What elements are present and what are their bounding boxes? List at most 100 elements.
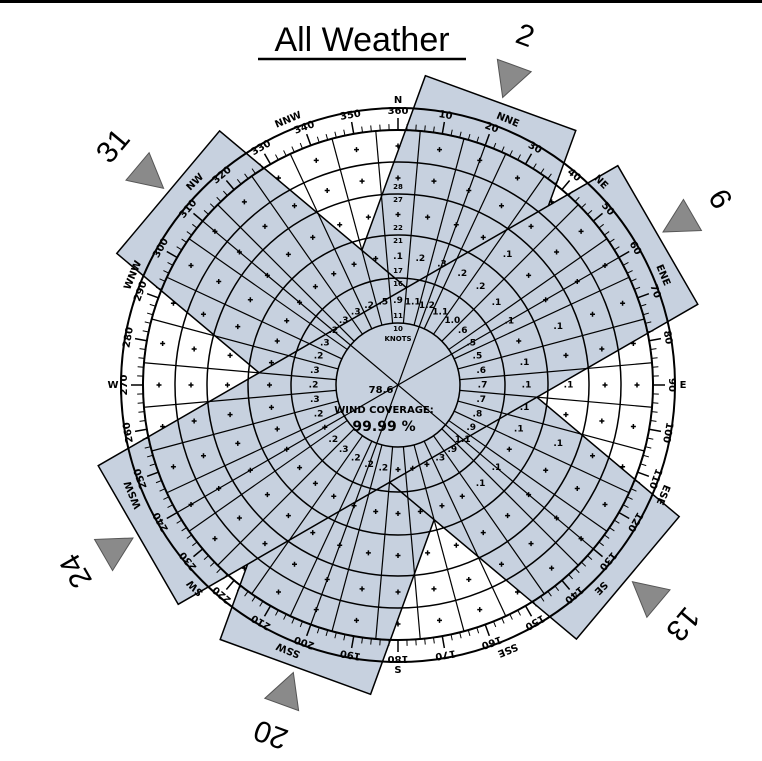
sector-plus-mark	[313, 607, 319, 613]
compass-tick	[203, 209, 209, 215]
sector-plus-mark	[578, 228, 584, 234]
sector-value: .2	[351, 454, 361, 464]
compass-tick	[613, 246, 620, 251]
compass-tick	[325, 133, 329, 141]
sector-plus-mark	[373, 509, 379, 515]
compass-tick	[640, 303, 647, 307]
degree-label: 350	[339, 108, 362, 122]
sector-plus-mark	[425, 550, 431, 556]
compass-tick	[299, 142, 303, 149]
compass-tick	[275, 154, 279, 161]
compass-tick	[561, 179, 571, 191]
sector-divider	[402, 446, 421, 640]
sector-plus-mark	[156, 382, 162, 388]
runway-end-label: 20	[250, 713, 293, 755]
compass-tick	[547, 591, 552, 597]
speed-ring	[142, 129, 654, 641]
compass-tick	[630, 488, 637, 492]
sector-value: .2	[328, 326, 338, 336]
sector-plus-mark	[602, 263, 608, 268]
compass-tick	[622, 262, 629, 266]
speed-ring	[247, 234, 549, 536]
compass-tick	[144, 321, 151, 324]
compass-tick	[432, 637, 435, 644]
compass-tick	[634, 286, 641, 290]
ring-speed-label: 10	[393, 325, 403, 333]
sector-plus-mark	[424, 461, 430, 467]
compass-tick	[225, 179, 235, 191]
sector-plus-mark	[276, 175, 281, 181]
compass-tick	[166, 250, 178, 259]
sector-plus-mark	[630, 340, 636, 346]
compass-tick	[149, 463, 156, 467]
sector-plus-mark	[285, 251, 291, 257]
sector-plus-mark	[431, 178, 437, 184]
sector-divider	[423, 440, 507, 617]
sector-plus-mark	[554, 515, 560, 521]
sector-plus-mark	[297, 465, 303, 471]
sector-plus-mark	[417, 509, 423, 515]
sector-plus-mark	[351, 261, 357, 267]
sector-plus-mark	[477, 607, 483, 613]
sector-plus-mark	[337, 542, 343, 548]
sector-plus-mark	[322, 424, 328, 430]
compass-tick	[146, 471, 159, 478]
compass-tick	[484, 624, 491, 637]
sector-plus-mark	[480, 234, 486, 240]
compass-tick	[509, 150, 513, 157]
compass-tick	[524, 605, 533, 617]
sector-divider	[143, 389, 337, 408]
compass-tick	[509, 613, 513, 620]
sector-plus-mark	[526, 272, 532, 278]
sector-divider	[433, 435, 545, 595]
compass-tick	[263, 153, 272, 165]
sector-value: .2	[476, 282, 486, 292]
compass-tick	[640, 463, 647, 467]
sector-divider	[289, 153, 373, 330]
degree-label: 190	[339, 647, 362, 661]
compass-tick	[334, 632, 337, 639]
degree-label: 330	[249, 138, 273, 158]
sector-plus-mark	[563, 412, 569, 418]
compass-tick	[645, 446, 652, 449]
sector-value: .1	[564, 381, 574, 391]
compass-tick	[163, 270, 170, 274]
degree-label: 170	[434, 647, 457, 661]
sector-value: .1	[476, 479, 486, 489]
compass-tick	[176, 246, 183, 251]
compass-tick	[618, 511, 630, 520]
sector-value: 1.1	[405, 297, 421, 307]
sector-plus-mark	[353, 617, 359, 623]
sector-plus-mark	[453, 542, 459, 548]
sector-divider	[457, 318, 645, 370]
sector-plus-mark	[264, 492, 270, 498]
compass-tick	[181, 238, 187, 243]
degree-label: 360	[388, 106, 409, 117]
sector-value: .1	[522, 381, 532, 391]
compass-tick	[501, 617, 505, 624]
sector-divider	[143, 362, 337, 381]
sector-plus-mark	[359, 586, 365, 592]
compass-tick	[146, 454, 154, 458]
compass-tick	[650, 348, 657, 351]
compass-tick	[604, 231, 610, 236]
sector-plus-mark	[212, 536, 218, 542]
sector-plus-mark	[353, 147, 359, 153]
sector-plus-mark	[528, 223, 534, 229]
compass-tick	[167, 262, 174, 266]
sector-value: 1.2	[419, 301, 435, 311]
compass-tick	[316, 627, 320, 634]
degree-label: 90	[666, 378, 677, 392]
compass-tick	[648, 428, 662, 433]
sector-plus-mark	[505, 513, 511, 519]
ring-speed-label: 22	[393, 224, 403, 232]
speed-ring	[206, 193, 590, 577]
cardinal-e: E	[680, 380, 687, 391]
compass-tick	[251, 596, 256, 602]
sector-plus-mark	[526, 492, 532, 498]
compass-tick	[517, 609, 521, 616]
compass-tick	[604, 534, 610, 539]
sector-value: .2	[309, 381, 319, 391]
sector-divider	[453, 410, 630, 494]
sector-value: .2	[378, 464, 388, 474]
